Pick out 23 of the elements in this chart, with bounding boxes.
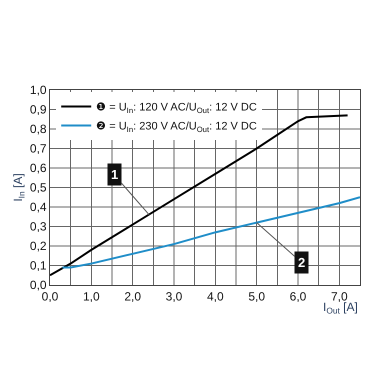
legend-label: ❶ = U$_{In}$: 120 V AC/U$_{Out}$: 12 V DC [96,102,257,116]
y-tick-label: 1,0 [30,83,47,98]
y-tick-label: 0,9 [30,102,47,117]
y-tick-label: 0,3 [30,220,47,234]
x-tick-label: 5,0 [248,289,266,304]
x-tick-label: 7,0 [330,289,348,304]
y-tick-label: 0,6 [30,161,47,176]
legend-label: ❷ = U$_{In}$: 230 V AC/U$_{Out}$: 12 V DC [96,120,257,134]
annotation: 1 [111,167,118,182]
y-tick-label: 0,7 [30,142,47,156]
y-tick-label: 0,1 [30,258,47,273]
x-tick-label: 2,0 [124,289,142,304]
annotation: 2 [298,255,306,270]
x-tick-label: 4,0 [206,289,224,304]
line-series [50,114,349,276]
y-tick-label: 0,8 [30,122,47,136]
x-tick-label: 1,0 [82,289,100,304]
y-tick-label: 0,5 [30,180,47,195]
y-tick-label: 0,2 [30,239,47,254]
x-tick-label: 6,0 [290,289,307,304]
x-tick-label: 3,0 [166,289,183,304]
y-tick-label: 0,4 [30,200,47,214]
line-series [61,196,360,268]
